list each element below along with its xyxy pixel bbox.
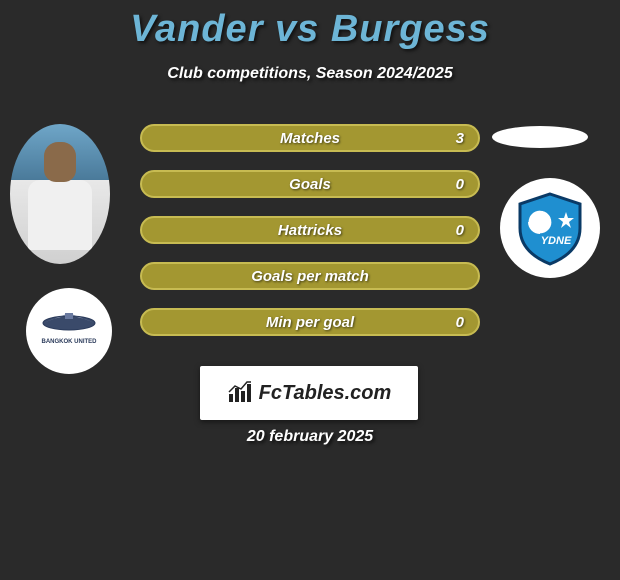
stat-row-matches: Matches 3 [140,124,480,152]
page-title: Vander vs Burgess [0,0,620,51]
svg-text:YDNE: YDNE [541,235,572,247]
club-left-logo: BANGKOK UNITED [26,288,112,374]
stat-value-right: 0 [456,176,464,193]
stat-value-right: 0 [456,314,464,331]
stat-row-hattricks: Hattricks 0 [140,216,480,244]
player-right-avatar [492,126,588,148]
bar-chart-icon [227,380,253,406]
subtitle: Club competitions, Season 2024/2025 [0,65,620,83]
stat-label: Matches [142,130,478,147]
brand-text: FcTables.com [259,382,392,405]
date-text: 20 february 2025 [0,428,620,446]
brand-box[interactable]: FcTables.com [200,366,418,420]
player-left-avatar [10,124,110,264]
stat-row-min-per-goal: Min per goal 0 [140,308,480,336]
stat-row-goals: Goals 0 [140,170,480,198]
stat-value-right: 3 [456,130,464,147]
svg-text:BANGKOK UNITED: BANGKOK UNITED [42,339,98,345]
stat-label: Goals per match [142,268,478,285]
sydney-fc-icon: YDNE [510,188,590,268]
stats-container: Matches 3 Goals 0 Hattricks 0 Goals per … [140,124,480,354]
stat-label: Hattricks [142,222,478,239]
stat-label: Goals [142,176,478,193]
stat-row-goals-per-match: Goals per match [140,262,480,290]
stat-value-right: 0 [456,222,464,239]
stat-label: Min per goal [142,314,478,331]
club-right-logo: YDNE [500,178,600,278]
bangkok-united-icon: BANGKOK UNITED [37,299,101,363]
